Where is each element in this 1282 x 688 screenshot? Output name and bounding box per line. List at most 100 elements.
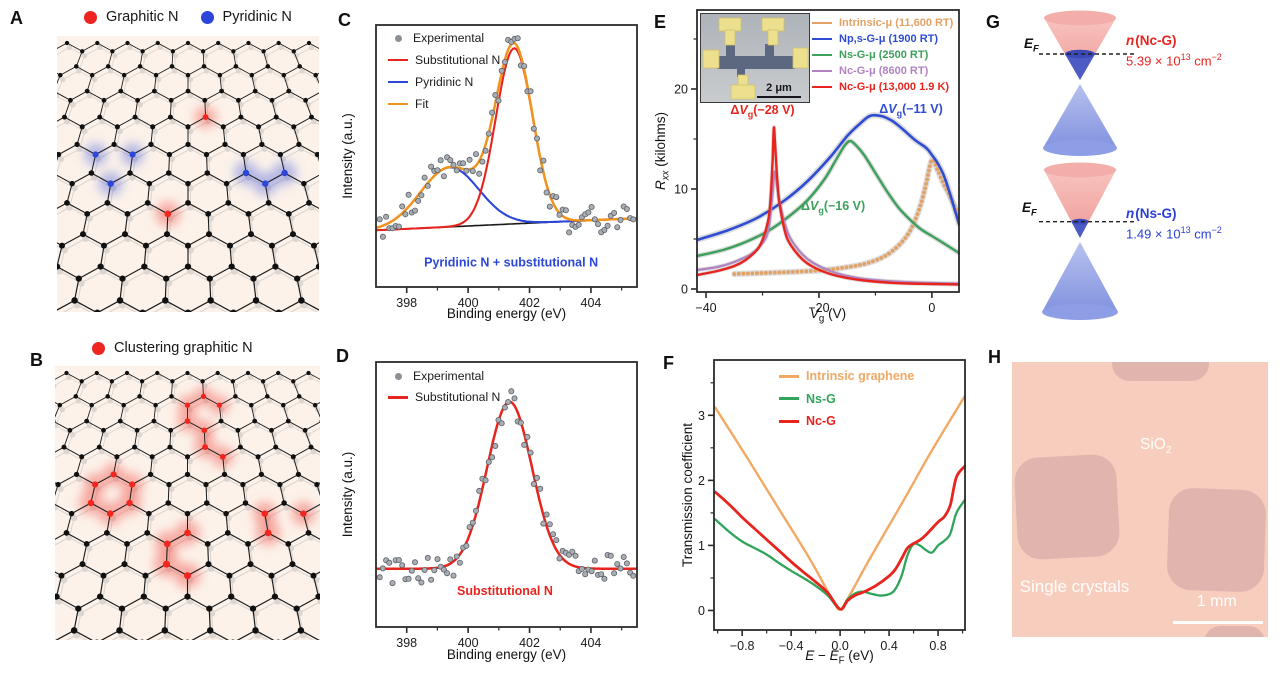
experimental-point	[466, 156, 473, 163]
density-mantissa: 1.49 × 10	[1126, 226, 1181, 242]
legend-line-marker	[388, 80, 408, 84]
legend-label: Nc-G	[806, 414, 836, 428]
x-axis-label: Binding energy (eV)	[447, 306, 566, 321]
x-tick-label: 0.4	[880, 639, 897, 653]
experimental-point	[450, 572, 457, 579]
experimental-point	[540, 157, 547, 164]
legend-item: Experimental	[388, 366, 500, 387]
series-curve	[696, 126, 960, 286]
legend-line-marker	[779, 374, 799, 378]
experimental-point	[585, 209, 592, 216]
experimental-point	[501, 59, 508, 66]
experimental-point	[553, 194, 560, 201]
legend: Intrinsic-μ (11,600 RT) Np,s-G-μ (1900 RT…	[812, 15, 953, 95]
device-sem-inset: 2 μm	[700, 13, 810, 103]
experimental-point	[540, 520, 547, 527]
electrode	[767, 29, 779, 46]
micrograph-scalebar-line	[1173, 620, 1263, 624]
experimental-point	[428, 163, 435, 170]
experimental-point	[386, 559, 393, 566]
experimental-point	[476, 487, 483, 494]
y-axis-label: Transmission coefficient	[680, 423, 695, 567]
experimental-point	[543, 511, 550, 518]
experimental-point	[466, 524, 473, 531]
plot-frame	[696, 9, 960, 293]
experimental-point	[434, 556, 441, 563]
experimental-point	[412, 207, 419, 214]
x-tick-label: 404	[581, 296, 602, 310]
panel-label-B: B	[30, 350, 43, 370]
legend-label: Substitutional N	[415, 52, 501, 67]
filled-states	[1064, 54, 1096, 80]
experimental-point	[456, 559, 463, 566]
density-unit-exponent: −2	[1211, 52, 1222, 62]
legend-item: Np,s-G-μ (1900 RT)	[812, 31, 953, 47]
legend-label: Ns-G-μ (2500 RT)	[839, 48, 929, 61]
experimental-point	[530, 480, 537, 487]
panel-label-G: G	[986, 12, 1001, 32]
graphene-lattice-B	[55, 366, 320, 640]
experimental-point	[485, 130, 492, 137]
ef-subscript: F	[1031, 207, 1037, 219]
plot-frame	[375, 24, 638, 288]
experimental-point	[572, 552, 579, 559]
nitrogen-dot-marker	[92, 341, 105, 355]
panel-label-E: E	[654, 12, 667, 32]
experimental-point	[450, 161, 457, 168]
legend-item: Nc-G-μ (8600 RT)	[812, 63, 953, 79]
series-curve	[732, 157, 960, 276]
experimental-point	[553, 537, 560, 544]
electrode	[702, 49, 720, 69]
panel-legend-item: Clustering graphitic N	[92, 340, 253, 356]
x-axis-label: E − EF (eV)	[805, 648, 874, 667]
experimental-point	[537, 485, 544, 492]
experimental-point	[444, 570, 451, 577]
experimental-point	[607, 552, 614, 559]
legend-label: Fit	[415, 96, 429, 111]
filled-states-top	[1064, 49, 1096, 59]
experimental-point	[611, 570, 618, 577]
y-axis-label: Intensity (a.u.)	[340, 113, 355, 199]
upper-cone	[1044, 18, 1116, 80]
y-axis-label: Intensity (a.u.)	[340, 452, 355, 538]
experimental-point	[623, 560, 630, 567]
experimental-point	[601, 226, 608, 233]
experimental-point	[379, 565, 386, 572]
experimental-point	[601, 575, 608, 582]
y-tick-label: 1	[698, 539, 705, 553]
legend-label: Ns-G	[806, 391, 836, 406]
graphene-lattice-A	[57, 36, 319, 312]
graphene-single-crystal	[1111, 362, 1210, 382]
dirac-cone-nc-g	[1039, 10, 1135, 156]
legend-label: Intrinsic graphene	[806, 369, 915, 383]
experimental-point	[482, 477, 489, 484]
x-axis-label: Binding energy (eV)	[447, 647, 566, 662]
plot-area	[376, 388, 637, 587]
upper-cone-top	[1044, 162, 1116, 178]
electrode	[724, 29, 736, 46]
experimental-point	[395, 556, 402, 563]
filled-states-top	[1071, 218, 1089, 225]
experimental-point	[527, 449, 534, 456]
experimental-point	[472, 507, 479, 514]
y-tick-label: 2	[698, 474, 705, 488]
plot-area	[375, 35, 638, 240]
x-tick-label: −20	[808, 301, 829, 315]
legend-line-marker	[812, 85, 832, 89]
series-curve	[696, 113, 960, 242]
electrode	[792, 47, 809, 69]
carrier-name: (Nc-G)	[1135, 33, 1177, 48]
carrier-symbol: n	[1126, 33, 1135, 48]
legend-label: Nc-G-μ (8600 RT)	[839, 64, 929, 77]
experimental-point	[505, 399, 512, 406]
lower-cone	[1043, 84, 1117, 148]
annotation: ΔVg(−28 V)	[730, 103, 794, 120]
lower-cone	[1042, 242, 1118, 312]
experimental-point	[508, 388, 515, 395]
annotation: ΔVg(−16 V)	[801, 199, 865, 216]
y-tick-label: 0	[681, 283, 688, 297]
x-tick-label: 400	[458, 296, 479, 310]
experimental-point	[546, 521, 553, 528]
experimental-point	[562, 207, 569, 214]
experimental-point	[521, 441, 528, 448]
